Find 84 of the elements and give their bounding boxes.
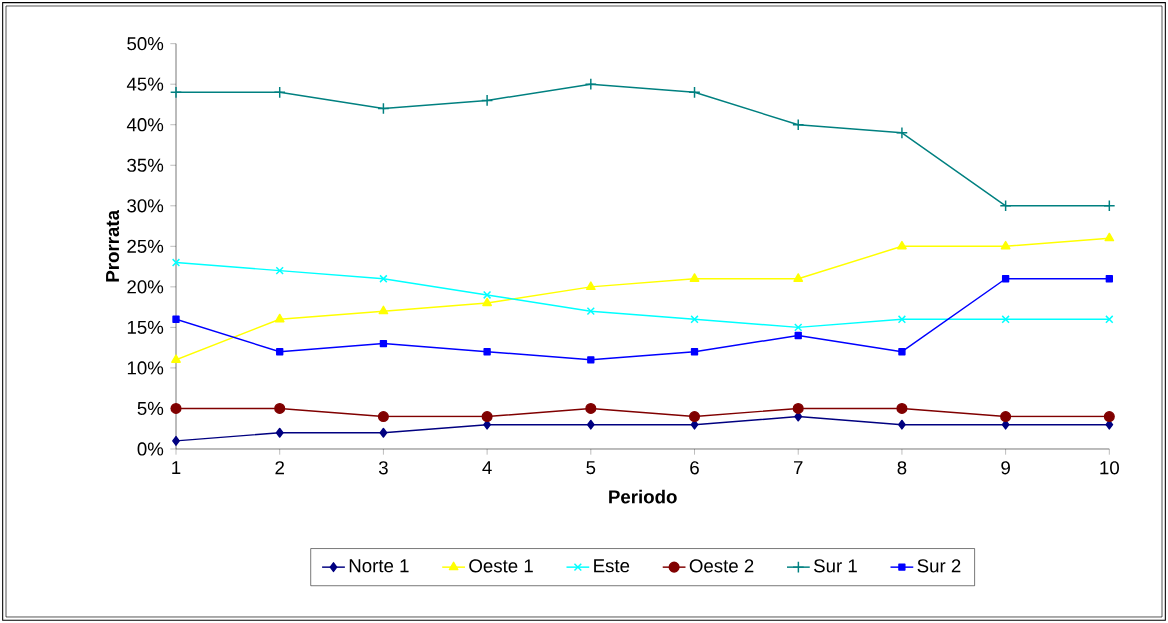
point — [898, 348, 906, 356]
legend-label: Norte 1 — [349, 559, 409, 573]
y-tick-label: 15% — [127, 320, 164, 334]
point — [379, 427, 388, 438]
point — [483, 348, 491, 356]
point — [688, 411, 701, 423]
point — [587, 356, 595, 364]
point — [690, 348, 699, 356]
point — [792, 118, 805, 131]
x-tick-label: 8 — [897, 461, 907, 475]
point — [172, 435, 180, 446]
point — [585, 281, 596, 290]
point — [897, 315, 907, 324]
point — [275, 427, 284, 438]
legend-label: Oeste 2 — [689, 559, 754, 573]
x-tick-label: 7 — [793, 461, 803, 475]
point — [585, 402, 597, 414]
point — [481, 94, 494, 107]
y-tick-label: 35% — [127, 158, 164, 172]
point — [274, 402, 286, 414]
point — [171, 354, 181, 363]
point — [896, 402, 908, 414]
point — [481, 411, 493, 423]
point — [1001, 315, 1010, 324]
point — [897, 419, 906, 430]
point — [688, 86, 701, 99]
point — [170, 402, 182, 414]
point — [169, 86, 183, 99]
x-tick-label: 1 — [172, 461, 181, 475]
y-tick-label: 45% — [126, 77, 164, 91]
point — [1001, 275, 1010, 283]
point — [584, 78, 597, 91]
point — [1105, 315, 1114, 324]
point — [1104, 232, 1115, 242]
point — [274, 313, 285, 323]
point — [378, 305, 389, 315]
y-tick-label: 20% — [127, 280, 164, 294]
legend-label: Oeste 1 — [469, 559, 533, 573]
point — [172, 315, 180, 323]
point — [276, 348, 284, 356]
point — [586, 307, 595, 316]
point — [171, 258, 181, 267]
y-tick-label: 25% — [127, 239, 164, 253]
point — [379, 274, 388, 283]
legend-label: Este — [594, 559, 630, 573]
point — [792, 402, 804, 414]
x-tick-label: 5 — [586, 461, 596, 475]
x-tick-label: 10 — [1100, 461, 1119, 475]
point — [999, 199, 1012, 212]
point — [377, 411, 389, 423]
point — [897, 240, 907, 250]
point — [689, 273, 700, 282]
y-axis-title: Prorrata — [106, 209, 120, 282]
point — [690, 315, 699, 324]
y-tick-label: 50% — [127, 37, 164, 51]
point — [1105, 275, 1113, 283]
x-tick-label: 2 — [275, 461, 284, 475]
y-tick-label: 30% — [127, 199, 164, 213]
y-tick-label: 0% — [137, 442, 164, 456]
point — [793, 273, 804, 282]
x-axis-title: Periodo — [609, 489, 677, 504]
point — [273, 86, 286, 99]
point — [379, 339, 388, 348]
legend-label: Sur 2 — [917, 559, 961, 573]
point — [1103, 411, 1115, 423]
point — [586, 419, 595, 430]
point — [482, 290, 492, 300]
point — [1000, 240, 1011, 250]
point — [1000, 411, 1012, 423]
x-tick-label: 9 — [1001, 461, 1010, 475]
point — [377, 102, 390, 115]
point — [794, 331, 802, 340]
y-tick-label: 10% — [127, 361, 164, 375]
y-tick-label: 40% — [126, 118, 164, 132]
point — [275, 266, 284, 275]
x-tick-label: 4 — [482, 461, 492, 475]
point — [1103, 199, 1116, 212]
legend-label: Sur 1 — [814, 559, 857, 573]
point — [794, 323, 803, 332]
y-tick-label: 5% — [137, 401, 164, 416]
point — [482, 297, 493, 307]
x-tick-label: 3 — [378, 461, 388, 475]
x-tick-label: 6 — [690, 461, 699, 475]
point — [895, 126, 908, 139]
